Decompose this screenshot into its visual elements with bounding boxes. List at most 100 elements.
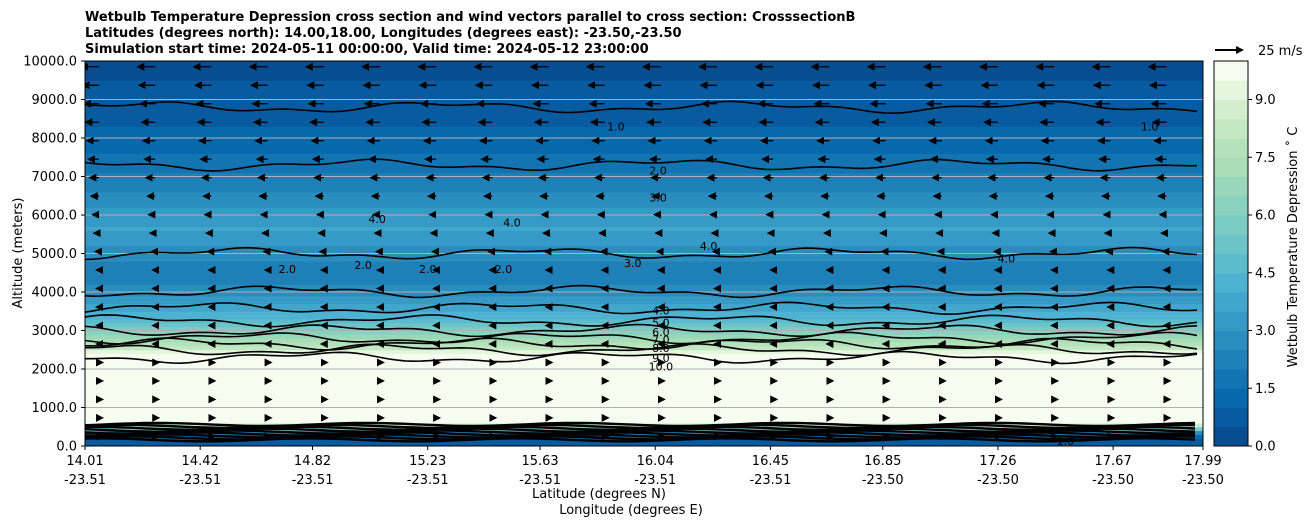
contour-band [85,210,1203,216]
colorbar-tick-label: 7.5 [1255,151,1276,166]
colorbar-segment [1214,195,1248,216]
contour-band [85,129,1203,135]
colorbar-tick-label: 3.0 [1255,324,1276,339]
contour-band [85,152,1203,158]
contour-band [85,356,1203,362]
contour-band [85,295,1203,301]
contour-band [85,364,1203,370]
contour-band [85,299,1203,305]
contour-band [85,407,1203,412]
contour-band [85,260,1203,266]
contour-label: 8.0 [652,342,670,355]
contour-label: 3.0 [624,257,642,270]
chart-title-line-3: Simulation start time: 2024-05-11 00:00:… [85,42,649,57]
y-tick-label: 7000.0 [32,170,78,185]
chart-title-line-2: Latitudes (degrees north): 14.00,18.00, … [85,26,682,41]
colorbar-frame [1213,60,1249,447]
colorbar-segment [1214,215,1248,235]
contour-band [85,206,1203,212]
colorbar-segment [1214,80,1248,100]
x-tick-label-longitude: -23.50 [977,473,1019,488]
wind-vectors [85,62,1172,441]
contour-band [85,303,1203,308]
x-tick-label-latitude: 17.99 [1184,454,1221,469]
contour-label: 3.0 [649,192,667,205]
x-tick-label-longitude: -23.51 [64,473,106,488]
contour-band [85,118,1203,124]
contour-band [85,237,1203,243]
y-tick-label: 3000.0 [32,324,78,339]
contour-band [85,149,1203,154]
contour-band [85,218,1203,224]
colorbar-segment [1214,349,1248,370]
contour-label: 2.0 [279,263,297,276]
contour-band [85,372,1203,378]
x-tick-label-longitude: -23.51 [407,473,449,488]
x-tick-label-longitude: -23.51 [292,473,334,488]
y-tick-label: 10000.0 [23,55,77,70]
x-tick-label-latitude: 16.04 [637,454,674,469]
plot-area: 1.02.03.04.0 4.04.03.02.0 2.0 2.0 2.04.05.06… [85,61,1203,446]
x-tick-label-latitude: 14.01 [66,454,103,469]
contour-band [85,330,1203,335]
contour-label: 6.0 [652,326,670,339]
colorbar: 0.0 1.5 3.0 4.5 6.0 7.5 9.0 [1214,61,1276,455]
contour-band [85,72,1203,77]
colorbar-segment [1214,253,1248,274]
colorbar-segment [1214,292,1248,312]
colorbar-segment [1214,426,1248,447]
contour-label: 2.0 [419,263,437,276]
x-tick-label-latitude: 15.63 [521,454,558,469]
colorbar-segment [1214,369,1248,389]
contour-band [85,179,1203,185]
colorbar-tick-label: 1.5 [1255,382,1276,397]
contour-band [85,272,1203,278]
contour-band [85,226,1203,231]
contour-band [85,114,1203,120]
x-tick-label-latitude: 16.45 [752,454,789,469]
contour-band [85,95,1203,100]
contour-band [85,345,1203,351]
contour-band [85,383,1203,389]
contour-band [85,326,1203,331]
y-tick-label: 1000.0 [32,401,78,416]
contour-label: 4.0 [368,213,386,226]
x-tick-label-longitude: -23.51 [179,473,221,488]
contour-band [85,137,1203,143]
contour-label: 2.0 [649,165,667,178]
y-axis: 0.0 1000.0 2000.0 3000.0 4000.0 5000.0 6000.0 7… [23,55,85,455]
colorbar-segment [1214,330,1248,351]
contour-band [85,187,1203,193]
contour-band [85,268,1203,274]
contour-band [85,110,1203,116]
x-tick-label-latitude: 16.85 [864,454,901,469]
contour-band [85,172,1203,177]
contour-band [85,349,1203,355]
contour-band [85,195,1203,201]
y-tick-label: 2000.0 [32,363,78,378]
contour-band [85,199,1203,204]
contour-labels: 1.02.03.04.0 4.04.03.02.0 2.0 2.0 2.04.05.06… [279,120,1159,446]
contour-label: 5.0 [652,316,670,329]
colorbar-tick-label: 6.0 [1255,209,1276,224]
contour-band [85,368,1203,374]
contour-band [85,314,1203,320]
contour-band [85,145,1203,151]
y-axis-label: Altitude (meters) [11,198,26,309]
contour-band [85,376,1203,382]
contour-band [85,233,1203,239]
colorbar-tick-label: 9.0 [1255,93,1276,108]
contour-band [85,391,1203,397]
contour-band [85,380,1203,385]
contour-band [85,341,1203,347]
colorbar-segment [1214,61,1248,81]
contour-band [85,276,1203,281]
contour-label: 7.0 [652,333,670,346]
y-tick-label: 5000.0 [32,247,78,262]
contour-band [85,306,1203,312]
colorbar-tick-label: 0.0 [1255,440,1276,455]
contour-band [85,229,1203,235]
x-axis-label-latitude: Latitude (degrees N) [532,487,666,502]
contour-band [85,156,1203,162]
